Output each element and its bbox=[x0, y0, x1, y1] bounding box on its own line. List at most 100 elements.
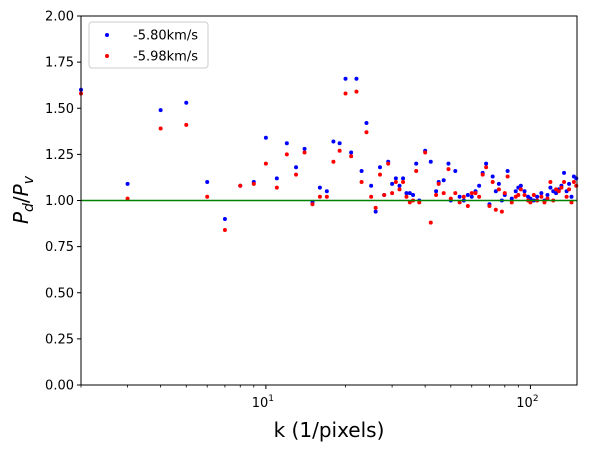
y-axis-ticks: 0.00 0.25 0.50 0.75 1.00 1.25 1.50 1.75 2.00 bbox=[45, 10, 81, 394]
data-point bbox=[548, 180, 553, 185]
data-point bbox=[251, 181, 256, 186]
data-point bbox=[487, 204, 492, 209]
data-point bbox=[407, 191, 412, 196]
x-axis-label: k (1/pixels) bbox=[274, 418, 385, 442]
data-point bbox=[414, 168, 419, 173]
data-point bbox=[499, 209, 504, 214]
data-point bbox=[263, 135, 268, 140]
data-point bbox=[522, 189, 527, 194]
data-point bbox=[480, 172, 485, 177]
legend: -5.80km/s -5.98km/s bbox=[88, 21, 209, 69]
data-point bbox=[401, 180, 406, 185]
data-point bbox=[337, 148, 342, 153]
data-point bbox=[496, 187, 501, 192]
data-point bbox=[302, 146, 307, 151]
data-point bbox=[294, 165, 299, 170]
points-layer bbox=[79, 76, 579, 233]
data-point bbox=[574, 183, 579, 188]
data-point bbox=[477, 194, 482, 199]
x-axis-ticks: 101 102 bbox=[80, 385, 539, 411]
data-point bbox=[446, 167, 451, 172]
data-point bbox=[531, 192, 536, 197]
data-point bbox=[428, 159, 433, 164]
data-point bbox=[484, 161, 489, 166]
y-tick-label: 0.25 bbox=[45, 332, 74, 347]
legend-box bbox=[88, 21, 209, 69]
data-point bbox=[509, 196, 514, 201]
data-point bbox=[184, 100, 189, 105]
data-point bbox=[354, 76, 359, 81]
y-tick-label: 0.50 bbox=[45, 286, 74, 301]
data-point bbox=[461, 194, 466, 199]
data-point bbox=[574, 176, 579, 181]
data-point bbox=[448, 196, 453, 201]
data-point bbox=[390, 181, 395, 186]
data-point bbox=[411, 192, 416, 197]
data-point bbox=[414, 161, 419, 166]
data-point bbox=[390, 191, 395, 196]
data-point bbox=[359, 168, 364, 173]
data-point bbox=[343, 91, 348, 96]
y-tick-label: 1.75 bbox=[45, 56, 74, 71]
data-point bbox=[473, 191, 478, 196]
data-point bbox=[569, 194, 574, 199]
data-point bbox=[184, 122, 189, 127]
data-point bbox=[493, 189, 498, 194]
data-point bbox=[434, 192, 439, 197]
data-point bbox=[294, 172, 299, 177]
data-point bbox=[539, 194, 544, 199]
data-point bbox=[331, 159, 336, 164]
data-point bbox=[441, 191, 446, 196]
data-point bbox=[407, 200, 412, 205]
data-point bbox=[535, 194, 540, 199]
data-point bbox=[331, 139, 336, 144]
y-tick-label: 0.00 bbox=[45, 379, 74, 394]
data-point bbox=[423, 150, 428, 155]
data-point bbox=[125, 181, 130, 186]
data-point bbox=[496, 181, 501, 186]
data-point bbox=[373, 205, 378, 210]
data-point bbox=[548, 185, 553, 190]
data-point bbox=[567, 187, 572, 192]
x-tick-label: 101 bbox=[252, 394, 274, 411]
data-point bbox=[386, 161, 391, 166]
y-tick-label: 1.50 bbox=[45, 102, 74, 117]
data-point bbox=[302, 150, 307, 155]
data-point bbox=[457, 200, 462, 205]
data-point bbox=[125, 196, 130, 201]
data-point bbox=[502, 191, 507, 196]
data-point bbox=[337, 141, 342, 146]
data-point bbox=[397, 187, 402, 192]
data-point bbox=[393, 176, 398, 181]
data-point bbox=[158, 108, 163, 113]
y-tick-label: 0.75 bbox=[45, 240, 74, 255]
data-point bbox=[513, 189, 518, 194]
data-point bbox=[542, 200, 547, 205]
data-point bbox=[528, 200, 533, 205]
data-point bbox=[158, 126, 163, 131]
data-point bbox=[205, 194, 210, 199]
data-point bbox=[453, 191, 458, 196]
data-point bbox=[490, 174, 495, 179]
data-point bbox=[324, 189, 329, 194]
data-point bbox=[518, 187, 523, 192]
data-point bbox=[354, 89, 359, 94]
data-point bbox=[518, 183, 523, 188]
data-point bbox=[274, 176, 279, 181]
data-point bbox=[490, 180, 495, 185]
data-point bbox=[556, 189, 561, 194]
data-point bbox=[284, 141, 289, 146]
legend-marker bbox=[105, 54, 109, 58]
data-point bbox=[284, 152, 289, 157]
data-point bbox=[364, 130, 369, 135]
data-point bbox=[222, 216, 227, 221]
data-point bbox=[369, 194, 374, 199]
data-point bbox=[378, 172, 382, 177]
data-point bbox=[373, 209, 378, 214]
data-point bbox=[564, 194, 569, 199]
data-point bbox=[484, 165, 489, 170]
data-point bbox=[493, 207, 498, 212]
data-point bbox=[324, 194, 329, 199]
data-point bbox=[539, 191, 544, 196]
